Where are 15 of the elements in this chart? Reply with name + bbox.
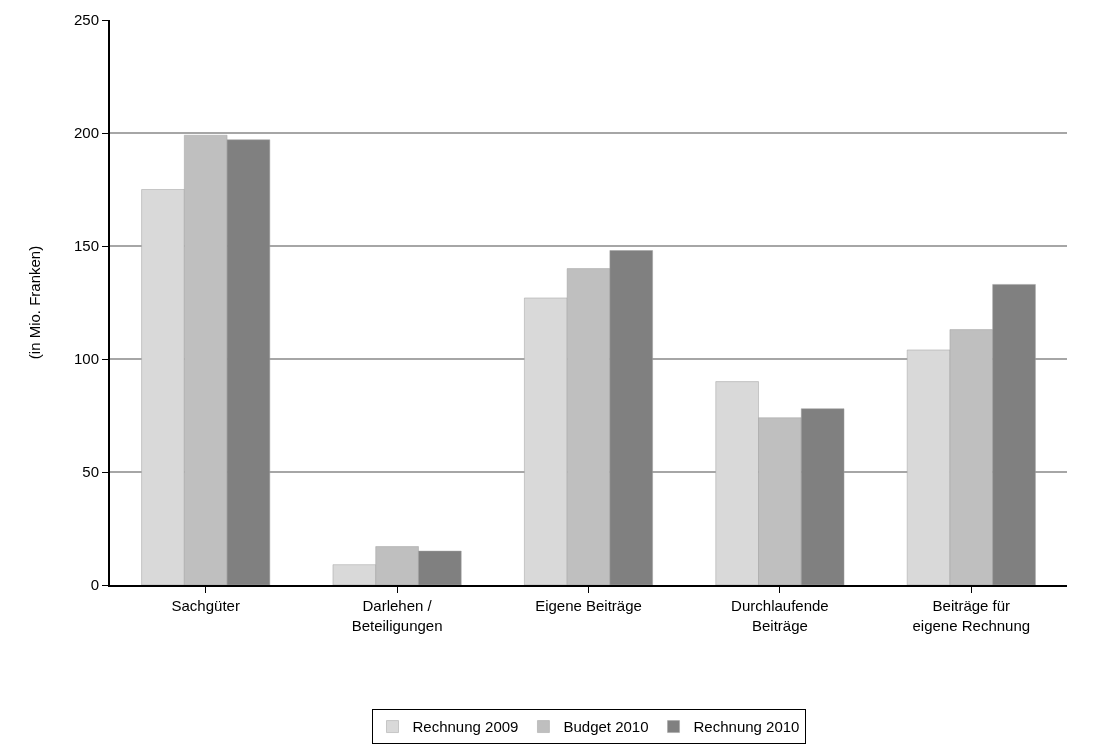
- y-axis-title: (in Mio. Franken): [25, 245, 43, 360]
- x-tick-label: Darlehen / Beteiligungen: [351, 597, 443, 634]
- y-tick-label: 0: [90, 576, 99, 594]
- y-tick-label: 250: [73, 11, 99, 29]
- x-tick-label: Durchlaufende Beiträge: [731, 597, 829, 634]
- x-tick-label: Sachgüter: [171, 597, 240, 614]
- legend-label: Rechnung 2009: [412, 718, 519, 736]
- legend-label: Budget 2010: [563, 718, 649, 736]
- x-tick-label: Beiträge für eigene Rechnung: [912, 597, 1031, 634]
- legend-label: Rechnung 2010: [693, 718, 800, 736]
- y-tick-label: 150: [73, 237, 99, 255]
- y-tick-label: 100: [73, 350, 99, 368]
- y-tick-label: 200: [73, 124, 99, 142]
- x-tick-label: Eigene Beiträge: [535, 597, 642, 614]
- y-tick-label: 50: [82, 463, 99, 481]
